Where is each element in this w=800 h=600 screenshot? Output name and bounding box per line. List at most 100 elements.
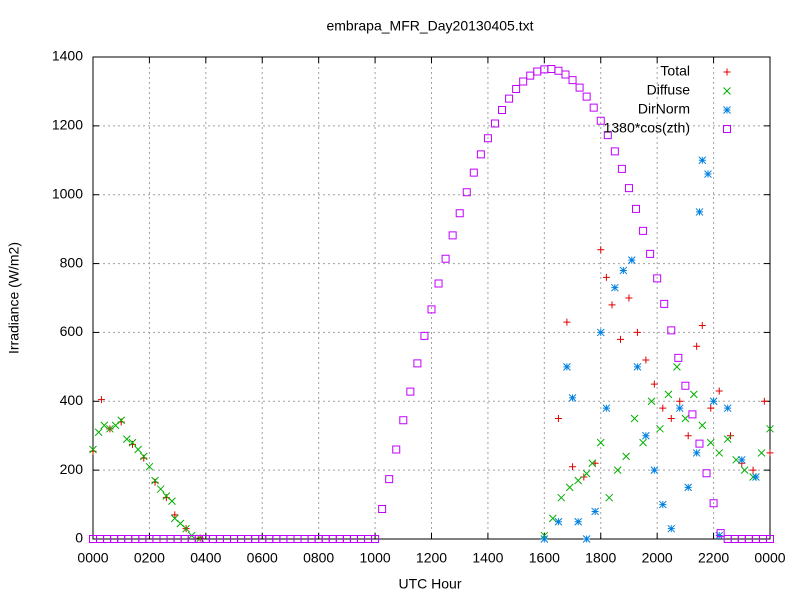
data-point [709,499,718,508]
data-point [490,119,499,128]
data-point [574,517,583,526]
data-point [603,131,612,140]
y-tick-label: 400 [60,392,84,408]
data-point [602,273,610,281]
data-point [653,274,662,283]
data-point [588,459,597,468]
data-point [596,328,605,337]
data-point [565,483,574,492]
data-point [582,535,591,543]
data-point [156,485,165,493]
legend-marker [723,106,731,114]
data-point [605,493,614,502]
data-point [766,535,774,543]
data-point [122,435,131,444]
y-tick-label: 1000 [52,185,83,201]
data-point [378,505,387,514]
data-point [647,397,656,406]
data-point [633,363,642,371]
x-axis-label: UTC Hour [398,576,461,592]
data-point [568,76,577,85]
legend-label: Diffuse [647,82,691,98]
y-tick-label: 1400 [52,48,83,64]
data-point [498,106,507,115]
data-point [469,168,478,177]
data-point [554,415,562,422]
data-point [569,463,577,471]
legend-label: Total [660,63,690,79]
data-point [627,256,636,264]
data-point [667,415,675,422]
data-point [681,414,690,423]
data-point [392,445,401,454]
data-point [749,466,757,474]
data-point [128,438,137,447]
data-point [512,85,521,94]
x-tick-label: 1200 [416,550,447,566]
data-point [695,208,704,216]
data-point [596,438,605,447]
data-point [171,511,179,519]
data-point [574,476,583,485]
data-point [441,254,450,263]
data-point [646,249,655,258]
data-point [625,294,633,302]
x-tick-label: 0000 [754,550,785,566]
data-point [540,535,549,543]
x-tick-label: 0400 [190,550,221,566]
data-point [642,431,650,440]
data-point [399,416,408,425]
data-point [427,305,436,314]
data-point [591,507,599,516]
data-point [715,449,724,457]
data-point [707,404,715,412]
data-point [168,497,176,505]
data-point [695,439,704,448]
data-point [650,466,659,474]
data-point [182,524,190,533]
legend-label: DirNorm [638,101,690,117]
data-point [675,404,684,413]
data-point [568,393,577,402]
data-point [139,452,148,461]
data-point [413,359,422,368]
data-point [462,188,471,197]
data-point [554,517,563,526]
data-point [89,445,97,454]
data-point [684,483,693,492]
data-point [650,380,658,388]
data-point [667,326,676,335]
data-point [611,283,619,292]
data-point [582,92,591,101]
data-point [563,363,571,371]
data-point [575,83,584,92]
data-point [723,435,732,444]
data-point [673,363,681,371]
data-point [448,231,457,240]
x-tick-label: 2200 [698,550,729,566]
y-axis-label: Irradiance (W/m2) [6,242,22,354]
data-point [698,156,707,165]
data-point [597,246,605,254]
data-point [740,466,749,474]
data-point [676,397,684,405]
data-point [582,469,591,478]
data-point [617,164,626,173]
x-tick-label: 1000 [360,550,391,566]
y-tick-label: 600 [60,323,84,339]
data-point [151,476,159,485]
data-point [563,318,571,326]
data-point [737,455,746,464]
data-point [664,390,673,399]
legend-label: 1380*cos(zth) [604,120,690,136]
data-point [688,410,697,419]
data-point [766,449,774,457]
legend-marker [723,125,731,133]
data-point [757,449,766,457]
data-point [385,475,394,484]
legend-marker [723,87,731,95]
data-point [519,77,528,86]
data-point [134,445,142,454]
data-point [660,299,669,308]
